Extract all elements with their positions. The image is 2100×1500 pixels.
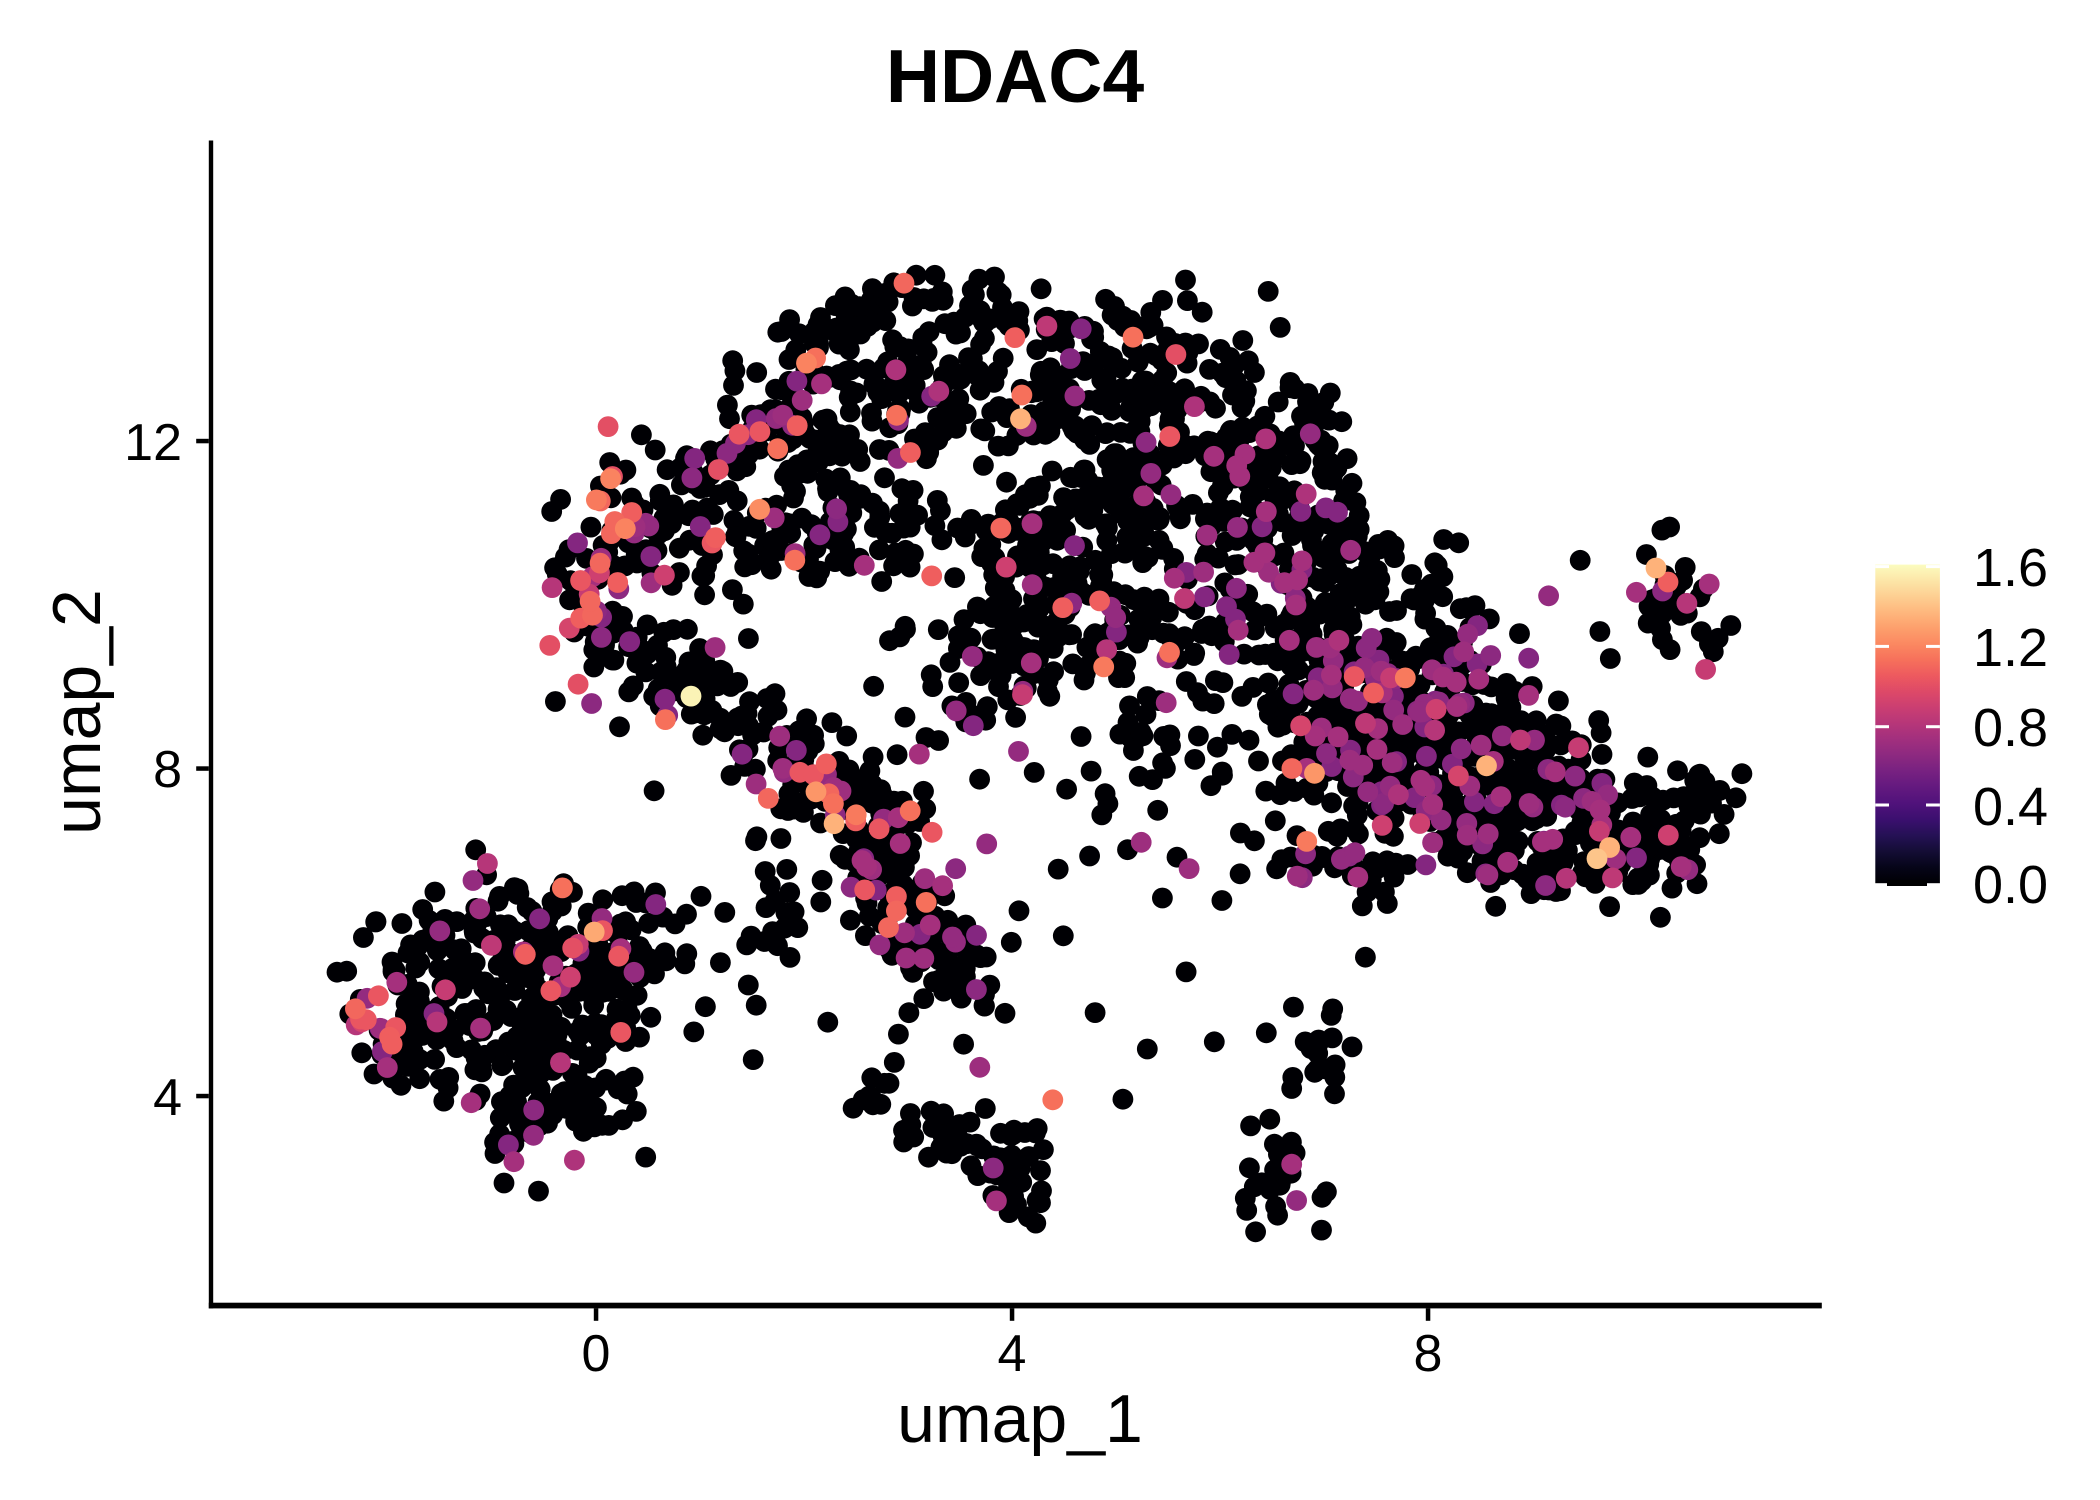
svg-text:1.6: 1.6 [1973,538,2048,598]
svg-text:1.2: 1.2 [1973,618,2048,678]
svg-text:umap_2: umap_2 [39,589,115,835]
svg-text:12: 12 [124,414,182,472]
svg-text:0: 0 [582,1325,611,1383]
svg-text:4: 4 [153,1069,182,1127]
svg-text:HDAC4: HDAC4 [886,34,1145,118]
svg-text:8: 8 [1414,1325,1443,1383]
svg-text:0.8: 0.8 [1973,698,2048,758]
svg-text:8: 8 [153,741,182,799]
svg-text:0.4: 0.4 [1973,777,2048,837]
svg-text:0.0: 0.0 [1973,855,2048,915]
svg-text:4: 4 [998,1325,1027,1383]
svg-text:umap_1: umap_1 [897,1381,1143,1457]
